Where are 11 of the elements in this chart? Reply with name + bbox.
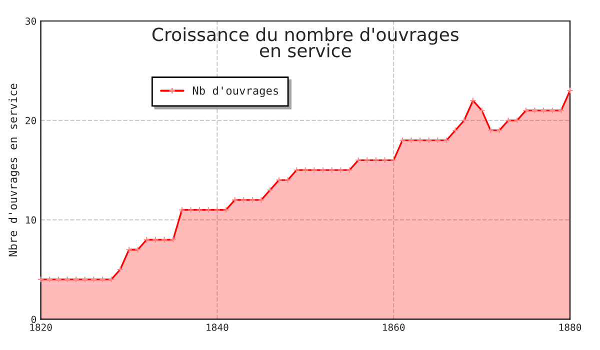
text: Croissance du nombre d'ouvrages en service <box>152 27 458 58</box>
x-tick-label: 1820 <box>30 324 52 331</box>
x-tick-label: 1860 <box>383 324 405 331</box>
x-tick-label: 1840 <box>206 324 228 331</box>
x-tick-label: 1880 <box>559 324 582 331</box>
y-tick-label: 10 <box>26 216 36 224</box>
legend-label: Nb d'ouvrages <box>192 86 278 98</box>
y-tick-label: 0 <box>31 316 36 324</box>
y-axis-title: Nbre d'ouvrages en service <box>8 84 20 256</box>
y-tick-label: 20 <box>26 116 36 124</box>
y-tick-label: 30 <box>26 18 36 25</box>
